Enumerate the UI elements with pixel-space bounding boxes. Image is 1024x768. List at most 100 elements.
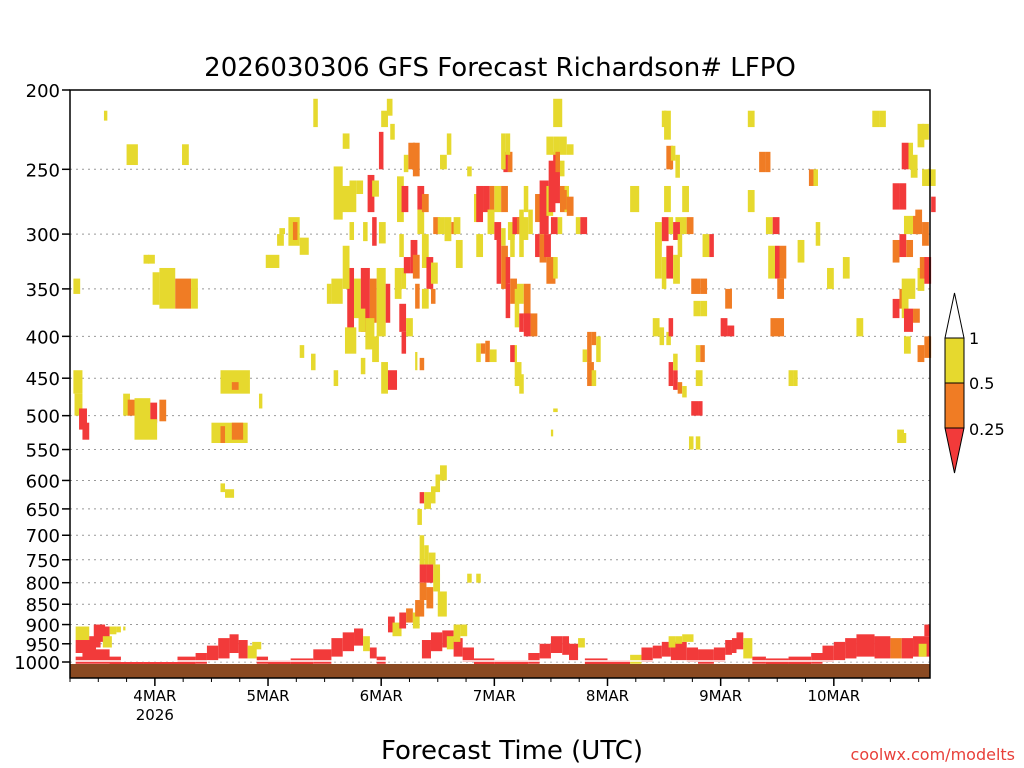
ri-cell [924, 257, 932, 284]
ri-cell [695, 345, 701, 363]
ri-low-cell [901, 638, 914, 659]
ri-low-cell [713, 647, 726, 662]
ri-low-cell [437, 591, 447, 617]
ri-cell [354, 278, 361, 319]
ri-low-cell [440, 465, 447, 481]
ri-cell [856, 318, 864, 337]
ri-cell [695, 370, 703, 387]
ri-cell [872, 110, 880, 128]
y-tick-label: 550 [26, 441, 60, 462]
plot-area [70, 90, 930, 678]
ri-cell [668, 217, 674, 235]
y-tick-label: 650 [26, 500, 60, 521]
ri-cell [899, 234, 907, 258]
ri-cell [530, 313, 538, 337]
ri-cell [123, 393, 130, 416]
ri-low-cell [387, 616, 395, 633]
y-tick-label: 1000 [14, 653, 60, 674]
x-axis-label: Forecast Time (UTC) [381, 736, 643, 766]
ri-cell [659, 327, 665, 346]
ri-low-cell [752, 656, 766, 664]
ri-low-cell [539, 643, 551, 659]
ri-cell [299, 345, 305, 358]
ri-cell [539, 180, 549, 235]
ri-low-cell [419, 535, 425, 565]
ri-cell [401, 331, 407, 354]
ri-cell [675, 154, 680, 178]
credit-text[interactable]: coolwx.com/modelts [851, 745, 1015, 764]
x-tick-label: 5MAR [246, 687, 289, 705]
ri-cell [421, 194, 429, 213]
ri-cell [258, 393, 263, 409]
ri-cell [931, 196, 936, 213]
ri-cell [397, 176, 404, 223]
ri-cell [655, 239, 662, 279]
ri-cell [630, 185, 640, 213]
y-tick-label: 850 [26, 595, 60, 616]
ri-cell [793, 370, 798, 387]
ri-cell [591, 331, 597, 346]
ri-cell [535, 194, 542, 223]
ri-low-cell [109, 662, 144, 666]
ri-low-cell [845, 638, 857, 659]
ri-cell [550, 429, 554, 437]
ri-low-cell [247, 645, 257, 659]
y-tick-label: 200 [26, 81, 60, 102]
colorbar-yellow [944, 337, 965, 384]
ri-cell [501, 245, 508, 289]
ri-low-cell [123, 626, 126, 631]
y-tick-label: 800 [26, 574, 60, 595]
ground-surface [70, 664, 930, 678]
ri-cell [292, 222, 298, 240]
x-tick-label: 10MAR [807, 687, 860, 705]
ri-cell [381, 362, 388, 394]
ri-cell [191, 278, 198, 309]
ri-low-cell [874, 636, 891, 659]
ri-cell [675, 217, 687, 235]
ri-cell [700, 345, 705, 363]
ri-cell [363, 222, 368, 242]
ri-low-cell [238, 640, 248, 659]
colorbar-bottom-triangle [944, 427, 965, 474]
ri-low-cell [924, 624, 930, 637]
ri-cell [412, 142, 420, 177]
ri-cell [299, 237, 309, 255]
x-tick-label: 6MAR [360, 687, 403, 705]
ri-cell [553, 98, 563, 128]
ri-cell [401, 267, 407, 289]
x-tick-label: 4MAR [133, 687, 176, 705]
ri-cell [582, 349, 588, 363]
ri-cell [148, 254, 155, 264]
ri-low-cell [661, 641, 671, 657]
ri-cell [421, 288, 429, 309]
y-tick-label: 500 [26, 407, 60, 428]
ri-cell [344, 327, 357, 354]
ri-cell [919, 257, 927, 279]
ri-low-cell [833, 641, 846, 661]
ri-low-cell [268, 660, 291, 666]
colorbar-legend: 1 0.5 0.25 [944, 292, 1005, 474]
ri-cell [476, 185, 484, 223]
ri-low-cell [652, 645, 662, 659]
ri-cell [494, 185, 502, 213]
ri-cell [899, 183, 907, 210]
ri-cell [360, 357, 366, 375]
ground-band [70, 660, 930, 678]
ri-cell [815, 222, 821, 246]
ri-cell [399, 234, 404, 258]
ri-low-cell [218, 638, 230, 659]
ri-low-cell [89, 636, 101, 648]
ri-cell [444, 217, 452, 242]
ri-cell [417, 185, 425, 210]
ri-cell [906, 239, 914, 258]
colorbar-orange [944, 382, 965, 429]
ri-cell [505, 283, 511, 319]
ri-cell [892, 298, 900, 319]
y-tick-label: 950 [26, 635, 60, 656]
ri-low-cell [426, 587, 434, 609]
ri-cell [505, 257, 511, 284]
ri-cell [313, 98, 318, 128]
ri-cell [879, 110, 886, 128]
